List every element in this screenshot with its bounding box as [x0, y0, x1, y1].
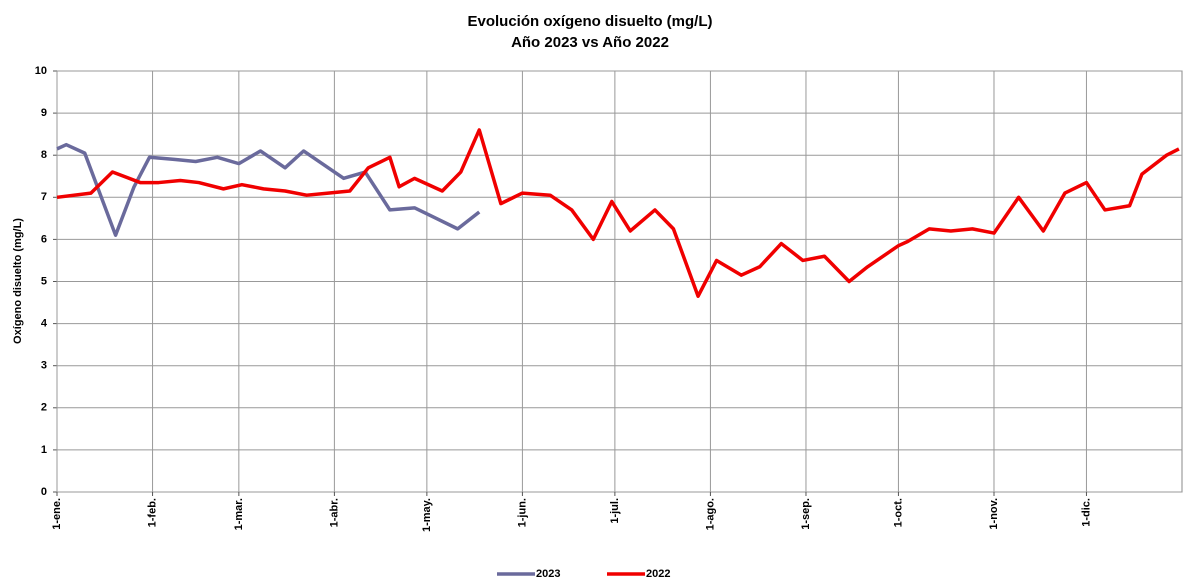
- y-tick-label: 2: [41, 402, 47, 414]
- x-tick-label: 1-nov.: [988, 498, 1000, 530]
- chart-title: Evolución oxígeno disuelto (mg/L): [467, 13, 712, 30]
- y-tick-label: 5: [41, 275, 47, 287]
- legend-label: 2022: [646, 568, 670, 580]
- y-tick-label: 6: [41, 233, 47, 245]
- x-tick-label: 1-jul.: [609, 498, 621, 524]
- y-tick-label: 7: [41, 191, 47, 203]
- y-tick-label: 1: [41, 444, 47, 456]
- series-line: [56, 142, 481, 237]
- y-tick-label: 9: [41, 107, 47, 119]
- x-tick-label: 1-jun.: [516, 498, 528, 527]
- x-tick-label: 1-ago.: [704, 498, 716, 530]
- y-tick-label: 10: [35, 65, 47, 77]
- y-tick-label: 0: [41, 486, 47, 498]
- x-tick-label: 1-ene.: [51, 498, 63, 530]
- chart-subtitle: Año 2023 vs Año 2022: [511, 34, 669, 51]
- x-tick-label: 1-may.: [421, 498, 433, 532]
- y-axis-label: Oxígeno disuelto (mg/L): [12, 218, 24, 344]
- x-tick-label: 1-abr.: [328, 498, 340, 527]
- x-tick-label: 1-dic.: [1080, 498, 1092, 527]
- series-line: [56, 128, 1180, 298]
- x-tick-label: 1-sep.: [800, 498, 812, 530]
- y-tick-label: 4: [41, 318, 48, 330]
- x-tick-label: 1-mar.: [233, 498, 245, 530]
- y-tick-label: 8: [41, 149, 47, 161]
- x-tick-label: 1-feb.: [146, 498, 158, 527]
- x-tick-label: 1-oct.: [892, 498, 904, 527]
- y-tick-label: 3: [41, 360, 47, 372]
- legend-label: 2023: [536, 568, 560, 580]
